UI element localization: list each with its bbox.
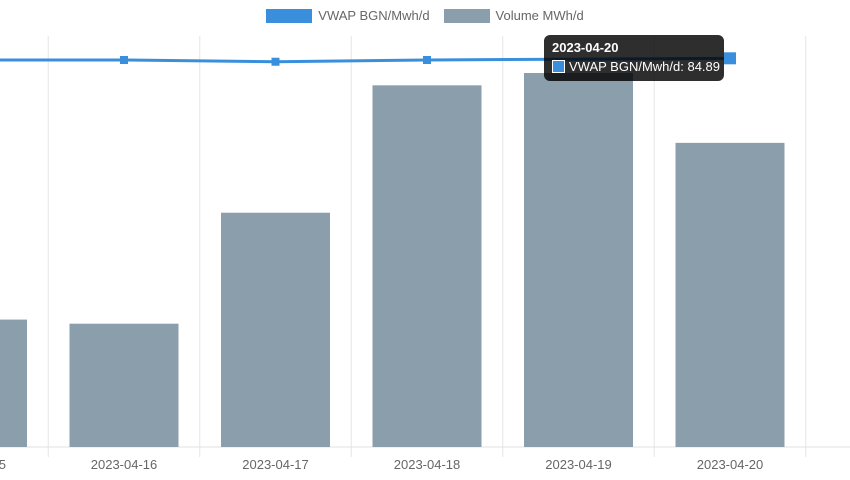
tooltip-body: VWAP BGN/Mwh/d: 84.89	[552, 59, 720, 74]
bar-volume	[221, 212, 330, 447]
x-tick-label: 5	[0, 457, 6, 472]
legend-item-volume[interactable]: Volume MWh/d	[443, 8, 584, 23]
legend-swatch-volume	[443, 8, 490, 23]
tooltip-swatch	[552, 60, 565, 73]
chart-legend: VWAP BGN/Mwh/d Volume MWh/d	[0, 8, 850, 23]
point-vwap	[120, 56, 128, 64]
x-tick-label: 2023-04-17	[242, 457, 309, 472]
bar-volume	[675, 142, 785, 448]
x-tick-label: 2023-04-18	[394, 457, 461, 472]
tooltip-title: 2023-04-20	[552, 40, 619, 55]
legend-item-vwap[interactable]: VWAP BGN/Mwh/d	[266, 8, 430, 23]
bar-volume	[69, 323, 179, 447]
bar-volume	[372, 85, 482, 447]
legend-label-vwap: VWAP BGN/Mwh/d	[318, 8, 430, 23]
point-vwap	[724, 52, 736, 65]
bar-volume	[524, 72, 633, 448]
x-tick-label: 2023-04-19	[545, 457, 612, 472]
x-tick-label: 2023-04-16	[91, 457, 158, 472]
legend-label-volume: Volume MWh/d	[495, 8, 584, 23]
legend-swatch-vwap	[266, 8, 313, 23]
chart-tooltip: 2023-04-20 VWAP BGN/Mwh/d: 84.89	[544, 35, 724, 81]
point-vwap	[423, 56, 431, 64]
x-tick-label: 2023-04-20	[697, 457, 764, 472]
bar-volume	[0, 319, 27, 447]
point-vwap	[271, 57, 280, 66]
tooltip-text: VWAP BGN/Mwh/d: 84.89	[569, 59, 721, 74]
